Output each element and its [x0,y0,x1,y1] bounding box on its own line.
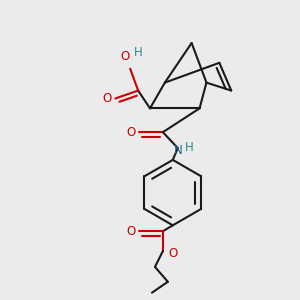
Text: O: O [127,225,136,238]
Text: O: O [121,50,130,63]
Text: H: H [134,46,142,59]
Text: N: N [174,145,183,158]
Text: O: O [103,92,112,105]
Text: O: O [168,247,177,260]
Text: H: H [185,140,194,154]
Text: O: O [127,126,136,139]
